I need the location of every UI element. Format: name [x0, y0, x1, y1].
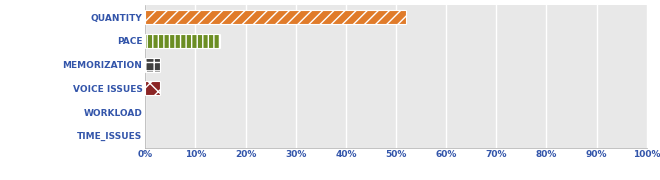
Bar [145, 10, 406, 24]
Bar [145, 58, 160, 72]
Bar [145, 34, 220, 48]
Bar [145, 81, 160, 95]
